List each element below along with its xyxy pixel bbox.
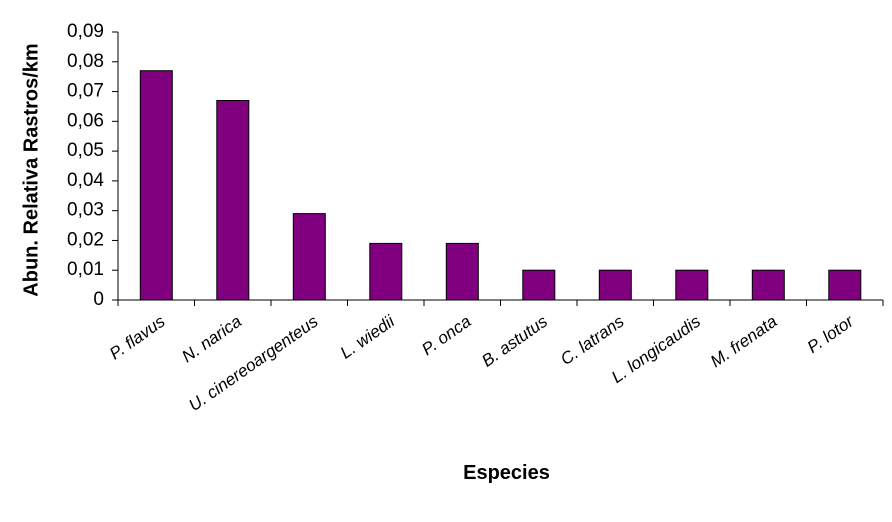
bar-3 [292,213,326,301]
bar-10 [828,269,862,301]
axes-layer [112,31,884,306]
bar-6 [522,269,556,301]
x-category-label: U. cinereoargenteus [185,311,322,415]
y-tick-label: 0,08 [67,51,104,72]
x-category-label: C. latrans [557,311,628,369]
y-axis-title-group: Abun. Relativa Rastros/km [20,43,42,296]
x-category-label: N. narica [178,312,245,367]
y-tick-label: 0,04 [67,170,104,191]
y-tick-labels: 0 0,01 0,02 0,03 0,04 0,05 0,06 0,07 0,08 0,09 [67,21,104,310]
y-tick-label: 0,02 [67,229,104,250]
bar-9 [751,269,785,301]
bar-1 [139,70,173,301]
bars-layer [139,70,862,301]
y-tick-label: 0,05 [67,140,104,161]
x-category-label: P. flavus [106,311,169,363]
y-tick-label: 0,09 [67,21,104,42]
x-axis-title: Especies [463,462,550,484]
x-category-label: M. frenata [707,312,781,371]
bar-2 [216,100,250,301]
x-category-label: B. astutus [478,311,551,370]
x-category-label: P. onca [418,312,474,359]
y-tick-label: 0,07 [67,81,104,102]
bar-4 [369,242,403,301]
bar-7 [598,269,632,301]
y-tick-label: 0,03 [67,200,104,221]
x-category-label: L. wiedii [337,311,399,362]
y-tick-label: 0 [93,289,104,310]
bar-8 [675,269,709,301]
y-axis-title: Abun. Relativa Rastros/km [20,43,42,296]
x-category-label: P. lotor [804,311,858,357]
y-tick-label: 0,06 [67,110,104,131]
bar-5 [445,242,479,301]
y-tick-label: 0,01 [67,259,104,280]
